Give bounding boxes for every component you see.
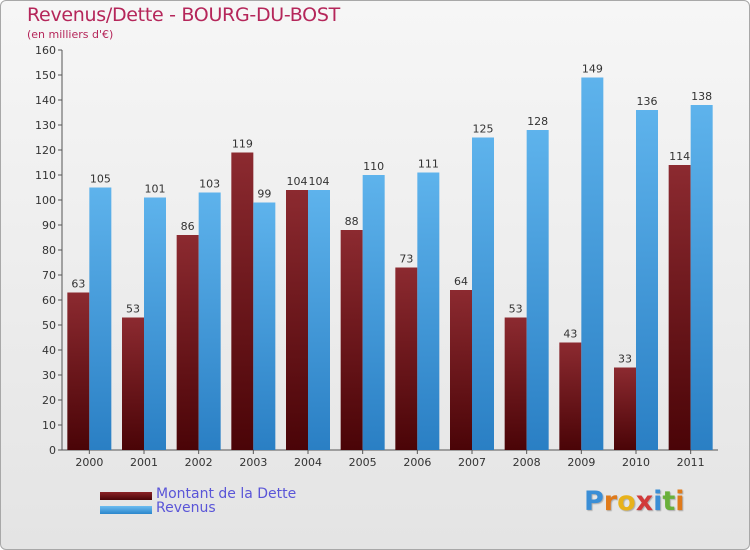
y-tick-label: 60 <box>42 294 56 307</box>
bar-revenue <box>362 175 385 450</box>
bar-debt <box>450 290 472 450</box>
y-tick-label: 40 <box>42 344 56 357</box>
logo-letter: r <box>603 486 618 517</box>
y-tick-label: 80 <box>42 244 56 257</box>
data-label-debt: 114 <box>669 150 690 163</box>
legend-swatch-revenue <box>100 506 152 514</box>
data-label-debt: 33 <box>618 353 632 366</box>
x-tick-label: 2005 <box>349 456 377 469</box>
logo-letter: P <box>584 486 604 517</box>
bar-revenue <box>89 187 112 450</box>
y-tick-label: 0 <box>49 444 56 457</box>
y-tick-label: 160 <box>35 44 56 57</box>
proxiti-logo: Proxiti <box>584 486 685 517</box>
bar-debt <box>504 317 527 450</box>
data-label-revenue: 103 <box>199 178 220 191</box>
legend-label-debt: Montant de la Dette <box>156 486 297 502</box>
bar-revenue <box>198 192 221 450</box>
data-label-revenue: 111 <box>418 158 439 171</box>
bar-revenue <box>472 137 494 450</box>
x-tick-label: 2000 <box>75 456 103 469</box>
bar-revenue <box>144 197 166 450</box>
bar-revenue <box>417 172 440 450</box>
bar-debt <box>614 367 636 450</box>
data-label-debt: 64 <box>454 275 468 288</box>
data-label-debt: 86 <box>181 220 195 233</box>
bar-debt <box>340 230 363 450</box>
bar-debt <box>122 317 144 450</box>
data-label-debt: 63 <box>71 278 85 291</box>
bar-revenue <box>636 110 658 450</box>
data-label-debt: 53 <box>126 303 140 316</box>
bar-debt <box>668 165 691 450</box>
logo-letter: i <box>653 486 663 517</box>
bar-debt <box>231 152 254 450</box>
x-tick-label: 2008 <box>513 456 541 469</box>
bar-debt <box>176 235 199 450</box>
bar-debt <box>559 342 582 450</box>
y-tick-label: 90 <box>42 219 56 232</box>
bar-revenue <box>581 77 604 450</box>
y-tick-label: 30 <box>42 369 56 382</box>
x-tick-label: 2009 <box>567 456 595 469</box>
x-tick-label: 2004 <box>294 456 322 469</box>
logo-letter: t <box>662 486 676 517</box>
bar-revenue <box>253 202 276 450</box>
bar-debt <box>67 292 90 450</box>
data-label-debt: 119 <box>232 138 253 151</box>
y-tick-label: 130 <box>35 119 56 132</box>
data-label-revenue: 99 <box>257 188 271 201</box>
y-tick-label: 150 <box>35 69 56 82</box>
bar-revenue <box>526 130 549 450</box>
x-tick-label: 2006 <box>403 456 431 469</box>
y-tick-label: 70 <box>42 269 56 282</box>
x-tick-label: 2002 <box>185 456 213 469</box>
logo-letter: x <box>635 486 654 517</box>
y-tick-label: 50 <box>42 319 56 332</box>
data-label-revenue: 110 <box>363 160 384 173</box>
bar-revenue <box>308 190 330 450</box>
logo-letter: i <box>675 486 685 517</box>
y-tick-label: 100 <box>35 194 56 207</box>
data-label-revenue: 105 <box>90 173 111 186</box>
x-tick-label: 2003 <box>239 456 267 469</box>
data-label-revenue: 136 <box>637 95 658 108</box>
data-label-debt: 53 <box>509 303 523 316</box>
x-tick-label: 2001 <box>130 456 158 469</box>
y-tick-label: 10 <box>42 419 56 432</box>
bar-revenue <box>690 105 713 450</box>
y-tick-label: 120 <box>35 144 56 157</box>
data-label-revenue: 138 <box>691 90 712 103</box>
data-label-revenue: 125 <box>473 123 494 136</box>
data-label-debt: 88 <box>345 215 359 228</box>
y-tick-label: 140 <box>35 94 56 107</box>
data-label-revenue: 104 <box>309 175 330 188</box>
bar-debt <box>286 190 308 450</box>
legend-swatch-debt <box>100 492 152 500</box>
data-label-debt: 104 <box>287 175 308 188</box>
data-label-revenue: 128 <box>527 115 548 128</box>
data-label-debt: 43 <box>563 328 577 341</box>
data-label-revenue: 101 <box>145 183 166 196</box>
x-tick-label: 2007 <box>458 456 486 469</box>
y-tick-label: 110 <box>35 169 56 182</box>
chart-title: Revenus/Dette - BOURG-DU-BOST <box>27 4 340 26</box>
logo-letter: o <box>617 486 636 517</box>
y-tick-label: 20 <box>42 394 56 407</box>
chart-subtitle: (en milliers d'€) <box>27 28 114 41</box>
x-tick-label: 2010 <box>622 456 650 469</box>
legend-label-revenue: Revenus <box>156 500 216 516</box>
data-label-debt: 73 <box>399 253 413 266</box>
bar-debt <box>395 267 418 450</box>
x-tick-label: 2011 <box>677 456 705 469</box>
data-label-revenue: 149 <box>582 63 603 76</box>
